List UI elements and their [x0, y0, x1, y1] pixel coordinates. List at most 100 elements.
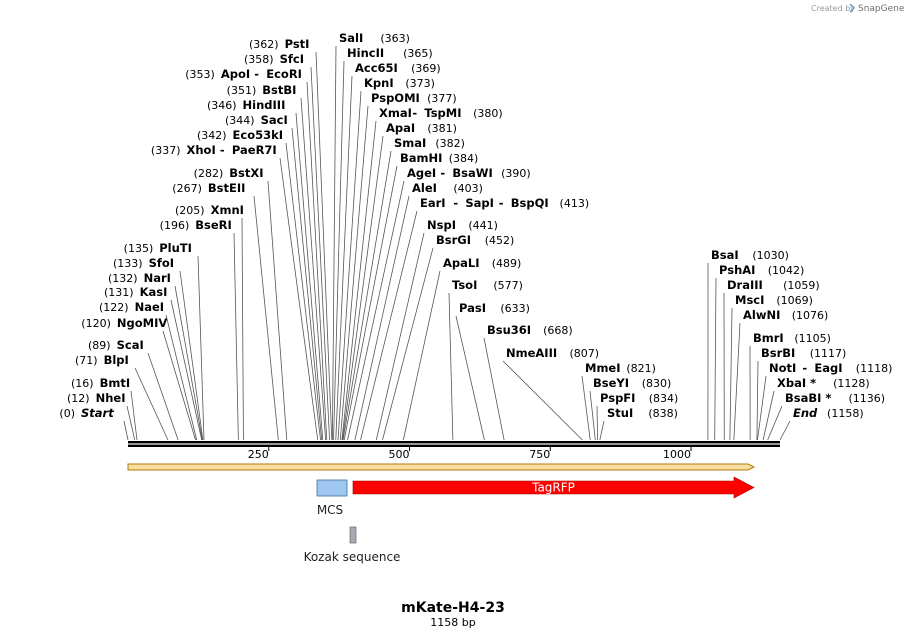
site-kasi[interactable]: (131) KasI: [104, 285, 167, 299]
site-noti[interactable]: NotI - EagI (1118): [769, 361, 892, 375]
site-name: ApaLI: [443, 256, 480, 270]
feature-arrow-shape: [352, 476, 755, 499]
site-name: BmtI: [100, 376, 131, 390]
site-pasi[interactable]: PasI (633): [459, 301, 530, 315]
site-bsteii[interactable]: (267) BstEII: [172, 181, 245, 195]
site-position: (131): [104, 286, 134, 299]
site-end[interactable]: End (1158): [793, 406, 864, 420]
site-line-naei: [165, 314, 198, 441]
site-line-bseyi: [589, 390, 596, 441]
site-acc65i[interactable]: Acc65I (369): [355, 61, 441, 75]
site-line-eco53ki: [285, 142, 321, 441]
site-msci[interactable]: MscI (1069): [735, 293, 813, 307]
tick-label-1000: 1000: [663, 448, 691, 461]
site-draiii[interactable]: DraIII (1059): [727, 278, 820, 292]
site-position: (838): [648, 407, 678, 420]
site-name: BspQI: [511, 196, 549, 210]
site-name: NmeAIII: [506, 346, 557, 360]
site-nspi[interactable]: NspI (441): [427, 218, 498, 232]
site-agei[interactable]: AgeI - BsaWI (390): [407, 166, 531, 180]
site-hincii[interactable]: HincII (365): [347, 46, 433, 60]
feature-kozak-sequence[interactable]: Kozak sequence: [304, 526, 401, 564]
site-tsoi[interactable]: TsoI (577): [452, 278, 523, 292]
site-bsrgi[interactable]: BsrGI (452): [436, 233, 514, 247]
site-line-bsabi: [767, 405, 783, 441]
site-line-bseri: [233, 232, 239, 441]
site-apali[interactable]: ApaLI (489): [443, 256, 521, 270]
site-kpni[interactable]: KpnI (373): [364, 76, 435, 90]
site-position: (205): [175, 204, 205, 217]
site-name: BseRI: [195, 218, 232, 232]
site-line-bsteii: [253, 195, 279, 441]
site-alei[interactable]: AleI (403): [412, 181, 483, 195]
site-name: BsrGI: [436, 233, 471, 247]
site-line-pspfi: [596, 405, 598, 441]
site-line-nmeaiii: [502, 360, 583, 441]
site-nmeaiii[interactable]: NmeAIII (807): [506, 346, 599, 360]
site-hindiii[interactable]: (346) HindIII: [207, 98, 285, 112]
site-pspfi[interactable]: PspFI (834): [600, 391, 678, 405]
site-scai[interactable]: (89) ScaI: [88, 338, 144, 352]
site-bstbi[interactable]: (351) BstBI: [227, 83, 297, 97]
site-smai[interactable]: SmaI (382): [394, 136, 465, 150]
site-eco53ki[interactable]: (342) Eco53kI: [197, 128, 283, 142]
site-xmni[interactable]: (205) XmnI: [175, 203, 244, 217]
site-bstxi[interactable]: (282) BstXI: [194, 166, 264, 180]
site-position: (489): [492, 257, 522, 270]
site-bseri[interactable]: (196) BseRI: [160, 218, 232, 232]
site-pluti[interactable]: (135) PluTI: [124, 241, 192, 255]
site-sfoi[interactable]: (133) SfoI: [113, 256, 174, 270]
site-position: (807): [569, 347, 599, 360]
site-blpi[interactable]: (71) BlpI: [75, 353, 129, 367]
site-position: (358): [244, 53, 274, 66]
site-line-stui: [599, 420, 605, 441]
site-sfci[interactable]: (358) SfcI: [244, 52, 304, 66]
site-bsai[interactable]: BsaI (1030): [711, 248, 789, 262]
site-nhei[interactable]: (12) NheI: [67, 391, 125, 405]
site-bseyi[interactable]: BseYI (830): [593, 376, 671, 390]
feature-box: [349, 526, 357, 544]
site-name: DraIII: [727, 278, 763, 292]
site-bamhi[interactable]: BamHI (384): [400, 151, 478, 165]
site-saci[interactable]: (344) SacI: [225, 113, 288, 127]
site-position: (1117): [810, 347, 847, 360]
site-bsu36i[interactable]: Bsu36I (668): [487, 323, 573, 337]
site-naei[interactable]: (122) NaeI: [99, 300, 164, 314]
site-position: (830): [642, 377, 672, 390]
site-line-eari: [360, 210, 418, 441]
site-start[interactable]: (0) Start: [59, 406, 114, 420]
site-name: BstXI: [229, 166, 263, 180]
site-apai[interactable]: ApaI (381): [386, 121, 457, 135]
site-name: MscI: [735, 293, 764, 307]
feature-mcs[interactable]: MCS: [316, 479, 348, 517]
site-eari[interactable]: EarI - SapI - BspQI (413): [420, 196, 589, 210]
site-bsabi[interactable]: BsaBI * (1136): [785, 391, 885, 405]
feature-tagrfp[interactable]: TagRFP: [352, 476, 755, 499]
site-position: (12): [67, 392, 90, 405]
site-mmei[interactable]: MmeI (821): [585, 361, 656, 375]
credit-text: Created by: [811, 4, 855, 13]
site-xmai[interactable]: XmaI - TspMI (380): [379, 106, 503, 120]
site-apoi[interactable]: (353) ApoI - EcoRI: [185, 67, 302, 81]
site-bmti[interactable]: (16) BmtI: [71, 376, 130, 390]
site-ngomiv[interactable]: (120) NgoMIV: [81, 316, 167, 330]
site-separator: -: [220, 143, 225, 157]
site-line-pluti: [197, 255, 205, 441]
site-name: PaeR7I: [232, 143, 277, 157]
site-stui[interactable]: StuI (838): [607, 406, 678, 420]
site-bmri[interactable]: BmrI (1105): [753, 331, 831, 345]
site-xhoi[interactable]: (337) XhoI - PaeR7I: [151, 143, 277, 157]
site-psti[interactable]: (362) PstI: [249, 37, 309, 51]
site-sali[interactable]: SalI (363): [339, 31, 410, 45]
site-line-ngomiv: [162, 330, 196, 441]
site-line-agei: [347, 180, 405, 441]
snapgene-logo-icon: [849, 3, 856, 13]
site-pshai[interactable]: PshAI (1042): [719, 263, 804, 277]
site-line-bsrgi: [382, 247, 434, 441]
site-line-acc65i: [335, 75, 353, 441]
site-xbai[interactable]: XbaI * (1128): [777, 376, 870, 390]
site-nari[interactable]: (132) NarI: [108, 271, 171, 285]
site-bsrbi[interactable]: BsrBI (1117): [761, 346, 846, 360]
site-alwni[interactable]: AlwNI (1076): [743, 308, 828, 322]
site-pspomi[interactable]: PspOMI (377): [371, 91, 457, 105]
